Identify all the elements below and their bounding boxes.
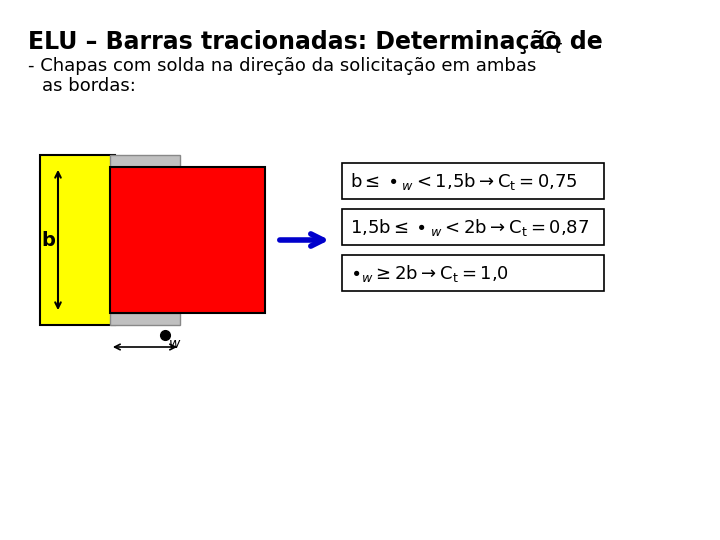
Bar [342,255,604,291]
Bar [342,163,604,199]
Text: b: b [41,231,55,249]
Text: as bordas:: as bordas: [42,77,136,95]
Bar [110,313,180,325]
Text: w: w [169,337,181,351]
Text: $1{,}5\mathrm{b} \leq \bullet_w < 2\mathrm{b} \rightarrow \mathrm{C_t} = 0{,}87$: $1{,}5\mathrm{b} \leq \bullet_w < 2\math… [350,217,590,238]
Text: $\bullet_w \geq 2\mathrm{b} \rightarrow \mathrm{C_t} = 1{,}0$: $\bullet_w \geq 2\mathrm{b} \rightarrow … [350,262,509,284]
Text: ELU – Barras tracionadas: Determinação de: ELU – Barras tracionadas: Determinação d… [28,30,611,54]
Bar [110,167,265,313]
Bar [40,155,115,325]
Text: $\mathrm{b} \leq \bullet_w < 1{,}5\mathrm{b} \rightarrow \mathrm{C_t} = 0{,}75$: $\mathrm{b} \leq \bullet_w < 1{,}5\mathr… [350,171,578,192]
Bar [110,155,180,167]
Bar [342,209,604,245]
Text: $C_t$: $C_t$ [538,30,564,56]
Text: - Chapas com solda na direção da solicitação em ambas: - Chapas com solda na direção da solicit… [28,57,536,75]
